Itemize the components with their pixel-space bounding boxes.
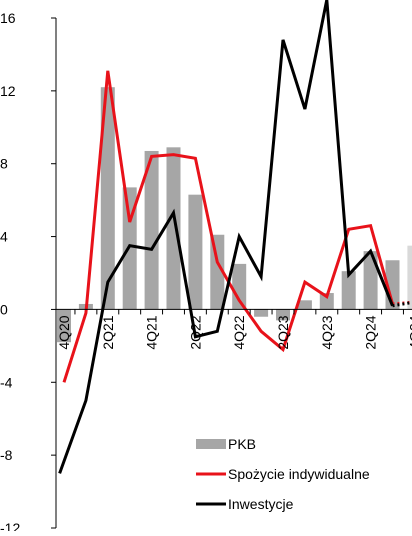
legend-swatch-pkb — [196, 439, 226, 449]
x-tick-label: 2Q24 — [363, 315, 379, 349]
y-tick-label: -12 — [0, 520, 20, 531]
y-tick-label: 4 — [0, 229, 8, 245]
bars-layer — [57, 87, 412, 342]
x-tick-label: 4Q24 — [406, 315, 412, 349]
x-tick-label: 4Q22 — [231, 315, 247, 349]
legend-label-spo-ycie-indywidualne: Spożycie indywidualne — [228, 466, 370, 482]
x-tick-label: 2Q21 — [100, 315, 116, 349]
legend-label-pkb: PKB — [228, 436, 256, 452]
y-tick-label: 16 — [0, 10, 16, 26]
bar-pkb-16 — [407, 246, 412, 310]
y-tick-label: 12 — [0, 83, 16, 99]
x-tick-label: 2Q22 — [187, 315, 203, 349]
y-tick-label: 0 — [0, 301, 8, 317]
x-tick-label: 4Q23 — [319, 315, 335, 349]
y-tick-label: 8 — [0, 156, 8, 172]
bar-pkb-5 — [167, 147, 181, 309]
y-tick-label: -4 — [0, 374, 13, 390]
y-tick-label: -8 — [0, 447, 13, 463]
bar-pkb-6 — [188, 195, 202, 310]
x-tick-label: 4Q20 — [56, 315, 72, 349]
bar-pkb-9 — [254, 309, 268, 316]
x-tick-label: 4Q21 — [144, 315, 160, 349]
legend-label-inwestycje: Inwestycje — [228, 496, 294, 512]
legend: PKB Spożycie indywidualne Inwestycje — [196, 436, 370, 512]
axes-layer: 16 12 8 4 0 -4 -8 -12 4Q20 2Q21 4Q21 2Q22 4Q22 2Q23 4Q… — [0, 10, 412, 531]
x-tick-label: 2Q23 — [275, 315, 291, 349]
